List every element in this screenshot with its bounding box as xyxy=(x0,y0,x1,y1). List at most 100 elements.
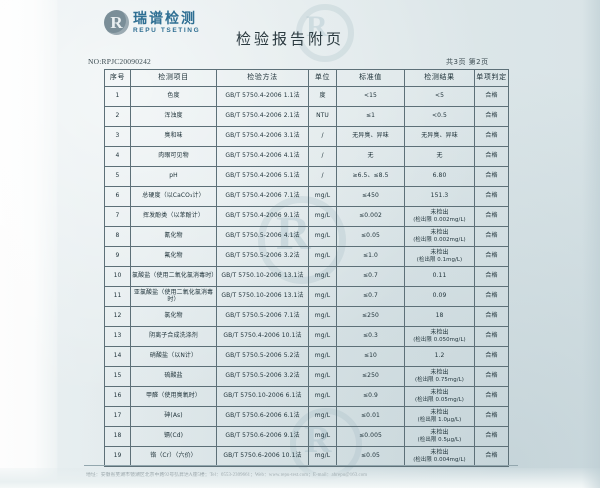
cell-standard: 无异臭、异味 xyxy=(336,126,405,147)
table-row: 12 氯化物 GB/T 5750.5-2006 7.1法 mg/L ≤250 18 合格 xyxy=(104,306,509,327)
cell-verdict: 合格 xyxy=(474,126,509,147)
cell-method: GB/T 5750.6-2006 10.1法 xyxy=(216,446,309,467)
cell-standard: <15 xyxy=(336,86,405,107)
table-row: 15 硫酸盐 GB/T 5750.5-2006 3.2法 mg/L ≤250 未检出 (检出… xyxy=(104,366,509,387)
cell-item: 阴离子合成洗涤剂 xyxy=(130,326,217,347)
result-value: 未检出 xyxy=(430,389,449,397)
cell-standard: ≤0.9 xyxy=(336,386,405,407)
cell-unit: NTU xyxy=(308,106,337,127)
cell-unit: mg/L xyxy=(308,186,337,207)
cell-unit: 度 xyxy=(308,86,337,107)
cell-unit: mg/L xyxy=(308,426,337,447)
cell-method: GB/T 5750.10-2006 13.1法 xyxy=(216,266,309,287)
cell-no: 18 xyxy=(104,426,131,447)
cell-no: 4 xyxy=(104,146,131,167)
cell-unit: mg/L xyxy=(308,306,337,327)
cell-verdict: 合格 xyxy=(474,266,509,287)
table-row: 1 色度 GB/T 5750.4-2006 1.1法度 <15 <5 合格 xyxy=(104,86,509,107)
cell-verdict: 合格 xyxy=(474,326,509,347)
cell-verdict: 合格 xyxy=(474,386,509,407)
cell-verdict: 合格 xyxy=(474,346,509,367)
table-row: 6 总硬度（以CaCO₃计） GB/T 5750.4-2006 7.1法 mg/L ≤4… xyxy=(104,186,509,207)
cell-verdict: 合格 xyxy=(474,446,509,467)
cell-standard: ≤0.7 xyxy=(336,266,405,287)
result-detection-limit: (检出限 0.5μg/L) xyxy=(417,436,462,443)
page-indicator: 共3页 第2页 xyxy=(446,58,489,66)
table-row: 14 硝酸盐（以N计） GB/T 5750.5-2006 5.2法 mg/L ≤10 1.… xyxy=(104,346,509,367)
table-row: 7 挥发酚类（以苯酚计） GB/T 5750.4-2006 9.1法 mg/L ≤0.0… xyxy=(104,206,509,227)
cell-method: GB/T 5750.10-2006 13.1法 xyxy=(216,286,309,307)
table-row: 9 氟化物 GB/T 5750.5-2006 3.2法 mg/L ≤1.0 未检出 (检出限… xyxy=(104,246,509,267)
result-detection-limit: (检出限 1.0μg/L) xyxy=(417,416,462,423)
result-value: 未检出 xyxy=(430,209,449,217)
cell-method: GB/T 5750.4-2006 9.1法 xyxy=(216,206,309,227)
result-value: <0.5 xyxy=(432,112,447,120)
cell-no: 3 xyxy=(104,126,131,147)
cell-verdict: 合格 xyxy=(474,166,509,187)
cell-item: 浑浊度 xyxy=(130,106,217,127)
cell-method: GB/T 5750.4-2006 4.1法 xyxy=(216,146,309,167)
logo-text-block: 瑞谱检测 REPU TSETING xyxy=(133,10,200,35)
cell-result: 未检出 (检出限 0.002mg/L) xyxy=(404,226,475,247)
result-value: 未检出 xyxy=(430,229,449,237)
page-title: 检验报告附页 xyxy=(236,30,345,48)
cell-verdict: 合格 xyxy=(474,246,509,267)
cell-verdict: 合格 xyxy=(474,86,509,107)
cell-item: 镉(Cd) xyxy=(130,426,217,447)
result-value: 无异臭、异味 xyxy=(421,132,458,140)
cell-standard: ≤450 xyxy=(336,186,405,207)
table-row: 3 臭和味 GB/T 5750.4-2006 3.1法 / 无异臭、异味 无异臭、异味 合格 xyxy=(104,126,509,147)
cell-unit: mg/L xyxy=(308,206,337,227)
cell-result: 151.3 xyxy=(404,186,475,207)
cell-method: GB/T 5750.4-2006 2.1法 xyxy=(216,106,309,127)
cell-standard: ≤0.7 xyxy=(336,286,405,307)
cell-no: 5 xyxy=(104,166,131,187)
cell-standard: ≤0.002 xyxy=(336,206,405,227)
result-detection-limit: (检出限 0.75mg/L) xyxy=(415,376,464,383)
result-detection-limit: (检出限 0.1mg/L) xyxy=(416,256,463,263)
cell-method: GB/T 5750.5-2006 3.2法 xyxy=(216,246,309,267)
column-header-result: 检测结果 xyxy=(404,69,475,87)
cell-result: 无异臭、异味 xyxy=(404,126,475,147)
page-bottom-margin xyxy=(0,468,600,488)
cell-result: 1.2 xyxy=(404,346,475,367)
cell-result: 未检出 (检出限 1.0μg/L) xyxy=(404,406,475,427)
cell-method: GB/T 5750.5-2006 3.2法 xyxy=(216,366,309,387)
cell-verdict: 合格 xyxy=(474,146,509,167)
table-row: 18 镉(Cd) GB/T 5750.6-2006 9.1法 mg/L ≤0.005 未检… xyxy=(104,426,509,447)
cell-item: 氰化物 xyxy=(130,226,217,247)
result-detection-limit: (检出限 0.050mg/L) xyxy=(413,336,466,343)
page-right-shadow xyxy=(582,0,600,488)
cell-method: GB/T 5750.4-2006 1.1法 xyxy=(216,86,309,107)
cell-unit: mg/L xyxy=(308,366,337,387)
cell-item: 挥发酚类（以苯酚计） xyxy=(130,206,217,227)
cell-result: 未检出 (检出限 0.050mg/L) xyxy=(404,326,475,347)
result-value: 6.80 xyxy=(432,172,447,180)
cell-result: 6.80 xyxy=(404,166,475,187)
table-row: 8 氰化物 GB/T 5750.5-2006 4.1法 mg/L ≤0.05 未检出 (检出… xyxy=(104,226,509,247)
result-value: 未检出 xyxy=(430,429,449,437)
cell-item: 砷(As) xyxy=(130,406,217,427)
cell-verdict: 合格 xyxy=(474,106,509,127)
company-logo: R 瑞谱检测 REPU TSETING xyxy=(104,10,200,35)
cell-method: GB/T 5750.10-2006 6.1法 xyxy=(216,386,309,407)
cell-item: 臭和味 xyxy=(130,126,217,147)
cell-item: 色度 xyxy=(130,86,217,107)
cell-standard: ≤1.0 xyxy=(336,246,405,267)
cell-unit: mg/L xyxy=(308,226,337,247)
result-value: 未检出 xyxy=(430,409,449,417)
cell-method: GB/T 5750.4-2006 10.1法 xyxy=(216,326,309,347)
cell-item: 亚氯酸盐（使用二氧化氯消毒时） xyxy=(130,286,217,307)
cell-unit: mg/L xyxy=(308,346,337,367)
result-value: 未检出 xyxy=(430,329,449,337)
cell-unit: mg/L xyxy=(308,266,337,287)
cell-verdict: 合格 xyxy=(474,206,509,227)
cell-result: 未检出 (检出限 0.5μg/L) xyxy=(404,426,475,447)
cell-standard: ≤10 xyxy=(336,346,405,367)
cell-verdict: 合格 xyxy=(474,406,509,427)
cell-result: 0.11 xyxy=(404,266,475,287)
result-value: 未检出 xyxy=(430,449,449,457)
result-detection-limit: (检出限 0.004mg/L) xyxy=(413,456,466,463)
cell-method: GB/T 5750.4-2006 7.1法 xyxy=(216,186,309,207)
